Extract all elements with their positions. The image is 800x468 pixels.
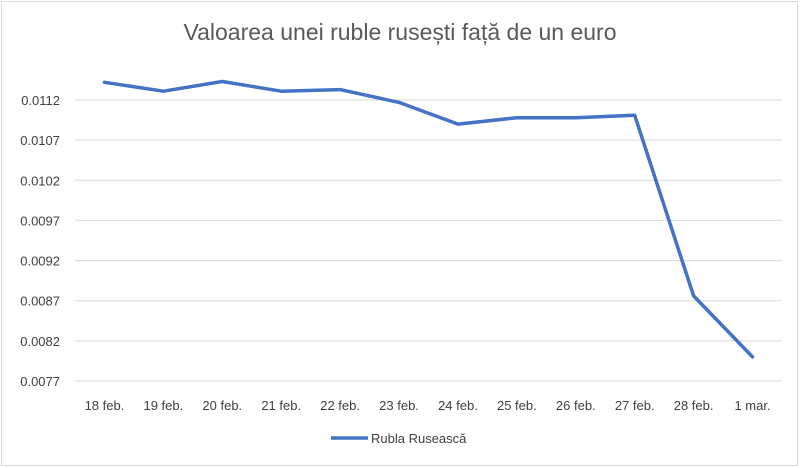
x-tick-label: 24 feb.: [438, 398, 478, 413]
data-point: [161, 89, 165, 93]
x-tick-label: 18 feb.: [85, 398, 125, 413]
series-line-0: [102, 79, 755, 359]
y-tick-label: 0.0112: [21, 93, 60, 108]
legend: Rubla Rusească: [331, 431, 467, 446]
x-tick-label: 22 feb.: [320, 398, 360, 413]
data-point: [338, 88, 342, 92]
series-group: [102, 79, 755, 359]
x-tick-label: 28 feb.: [674, 398, 714, 413]
x-tick-label: 26 feb.: [556, 398, 596, 413]
data-point: [102, 80, 106, 84]
data-point: [515, 116, 519, 120]
gridlines: [75, 99, 782, 382]
data-point: [456, 122, 460, 126]
chart-title: Valoarea unei ruble rusești față de un e…: [183, 19, 616, 45]
y-tick-label: 0.0087: [20, 294, 60, 309]
x-axis-ticks: 18 feb. 19 feb. 20 feb. 21 feb. 22 feb. 23 fe…: [85, 398, 771, 413]
y-tick-label: 0.0092: [20, 254, 60, 269]
x-tick-label: 19 feb.: [143, 398, 183, 413]
data-point: [220, 80, 224, 84]
x-tick-label: 21 feb.: [261, 398, 301, 413]
y-tick-label: 0.0097: [20, 213, 60, 228]
x-tick-label: 23 feb.: [379, 398, 419, 413]
data-point: [692, 294, 696, 298]
data-point: [574, 116, 578, 120]
data-point: [397, 100, 401, 104]
data-point: [751, 355, 755, 359]
y-tick-label: 0.0102: [20, 173, 60, 188]
y-tick-label: 0.0077: [20, 374, 60, 389]
x-tick-label: 25 feb.: [497, 398, 537, 413]
y-axis-ticks: 0.0077 0.0082 0.0087 0.0092 0.0097 0.0102 0.01…: [20, 93, 60, 389]
x-tick-label: 1 mar.: [734, 398, 770, 413]
y-tick-label: 0.0107: [20, 133, 60, 148]
x-tick-label: 20 feb.: [202, 398, 242, 413]
data-point: [633, 113, 637, 117]
legend-label: Rubla Rusească: [371, 431, 467, 446]
y-tick-label: 0.0082: [20, 334, 60, 349]
x-tick-label: 27 feb.: [615, 398, 655, 413]
data-point: [279, 89, 283, 93]
